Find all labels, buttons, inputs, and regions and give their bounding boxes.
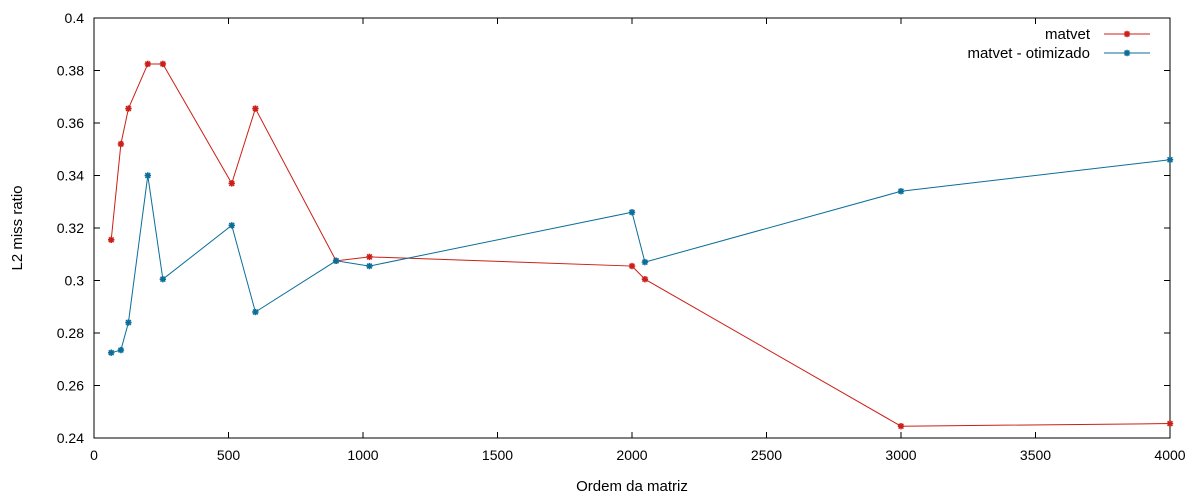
y-tick-label: 0.32 xyxy=(57,220,84,236)
y-tick-label: 0.24 xyxy=(57,430,84,446)
x-axis-ticks: 0 500 1000 1500 2000 2500 3000 3500 4000 xyxy=(90,18,1186,463)
x-tick-label: 2000 xyxy=(616,447,647,463)
marker-stroke xyxy=(125,319,132,326)
marker-stroke xyxy=(144,60,151,67)
legend: matvet matvet - otimizado xyxy=(967,26,1150,62)
marker-stroke xyxy=(228,222,235,229)
legend-marker xyxy=(1123,30,1131,38)
marker-stroke xyxy=(252,309,259,315)
y-tick-label: 0.3 xyxy=(65,273,85,289)
x-tick-label: 1500 xyxy=(482,447,513,463)
data-point xyxy=(117,346,125,354)
x-tick-label: 3000 xyxy=(885,447,916,463)
marker-stroke xyxy=(159,60,166,67)
y-tick-label: 0.34 xyxy=(57,168,84,184)
data-point xyxy=(641,275,649,283)
marker-stroke xyxy=(1167,420,1173,427)
marker-stroke xyxy=(1124,50,1130,56)
data-point xyxy=(228,222,235,229)
marker-stroke xyxy=(1167,156,1173,163)
data-point xyxy=(144,60,151,68)
data-point xyxy=(332,257,340,265)
marker-stroke xyxy=(108,236,115,243)
marker-stroke xyxy=(333,257,340,264)
marker-stroke xyxy=(898,188,904,195)
series-line-2 xyxy=(111,159,1171,354)
data-point xyxy=(159,275,167,283)
marker-stroke xyxy=(108,349,115,356)
marker-stroke xyxy=(629,209,635,216)
marker-stroke xyxy=(629,263,635,270)
marker-stroke xyxy=(144,172,151,179)
data-point xyxy=(252,105,259,112)
y-axis-label: L2 miss ratio xyxy=(9,185,26,270)
data-point xyxy=(252,308,259,316)
data-point xyxy=(144,172,151,179)
marker-stroke xyxy=(641,276,648,283)
legend-label: matvet xyxy=(1045,26,1091,43)
y-axis-ticks: 0.24 0.26 0.28 0.3 0.32 0.34 0.36 0.38 0.4 xyxy=(57,10,1170,446)
legend-label: matvet - otimizado xyxy=(967,45,1090,62)
y-tick-label: 0.36 xyxy=(57,115,84,131)
data-point xyxy=(897,422,905,430)
y-tick-label: 0.28 xyxy=(57,325,84,341)
x-tick-label: 0 xyxy=(90,447,98,463)
marker-stroke xyxy=(641,259,648,266)
marker-stroke xyxy=(117,141,124,147)
y-tick-label: 0.38 xyxy=(57,63,84,79)
data-point xyxy=(641,258,649,266)
marker-stroke xyxy=(117,347,124,354)
data-point xyxy=(628,209,636,216)
legend-marker xyxy=(1123,49,1131,57)
marker-stroke xyxy=(125,105,132,112)
y-tick-label: 0.26 xyxy=(57,378,84,394)
marker-stroke xyxy=(228,180,235,187)
marker-stroke xyxy=(159,276,166,283)
marker-stroke xyxy=(366,263,373,270)
data-point xyxy=(108,236,115,244)
x-tick-label: 4000 xyxy=(1154,447,1185,463)
marker-stroke xyxy=(252,105,259,112)
marker-stroke xyxy=(366,253,373,260)
data-point xyxy=(125,319,132,326)
y-tick-label: 0.4 xyxy=(65,10,85,26)
x-tick-label: 1000 xyxy=(347,447,378,463)
data-point xyxy=(1166,420,1174,427)
data-point xyxy=(228,180,235,187)
data-point xyxy=(108,349,115,356)
marker-stroke xyxy=(898,423,904,430)
x-tick-label: 500 xyxy=(217,447,241,463)
plot-frame xyxy=(93,17,1171,439)
data-point xyxy=(1166,156,1174,163)
marker-stroke xyxy=(1124,31,1130,37)
series-layer xyxy=(108,60,1174,430)
x-tick-label: 3500 xyxy=(1020,447,1051,463)
data-point xyxy=(117,140,125,148)
x-tick-label: 2500 xyxy=(751,447,782,463)
x-axis-label: Ordem da matriz xyxy=(576,478,688,495)
data-point xyxy=(897,188,905,195)
data-point xyxy=(366,262,373,270)
data-point xyxy=(366,253,373,261)
data-point xyxy=(628,262,636,270)
data-point xyxy=(125,105,132,112)
data-point xyxy=(159,60,167,68)
